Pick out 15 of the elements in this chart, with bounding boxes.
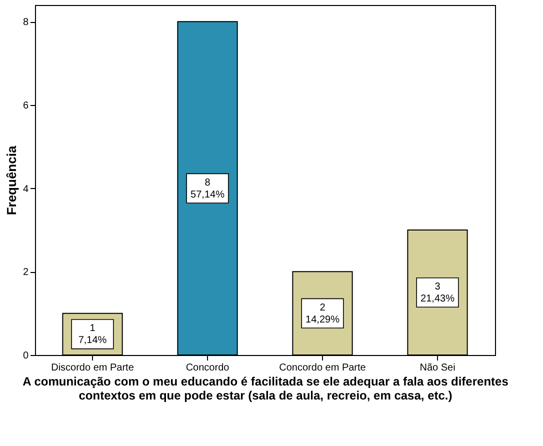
- data-label: 2 14,29%: [306, 302, 340, 326]
- y-tick-label: 6: [22, 100, 29, 112]
- y-tick-label: 0: [22, 350, 29, 362]
- x-axis-title: A comunicação com o meu educando é facilitada se ele adequar a fala aos diferentes contextos em que pode estar (sala de aula, recreio, em casa, etc.): [22, 374, 509, 402]
- y-tick-label: 8: [22, 17, 29, 28]
- y-tick-label: 4: [22, 184, 29, 195]
- data-label: 8 57,14%: [190, 177, 225, 200]
- x-tick-label: Não Sei: [420, 362, 456, 374]
- y-tick-label: 2: [22, 267, 29, 278]
- data-label: 1 7,14%: [78, 323, 107, 346]
- x-tick-label: Concordo: [186, 362, 230, 374]
- x-tick-label: Concordo em Parte: [279, 362, 366, 374]
- y-axis-title: Frequência: [4, 145, 19, 216]
- data-label: 3 21,43%: [420, 282, 455, 304]
- x-tick-label: Discordo em Parte: [51, 362, 134, 374]
